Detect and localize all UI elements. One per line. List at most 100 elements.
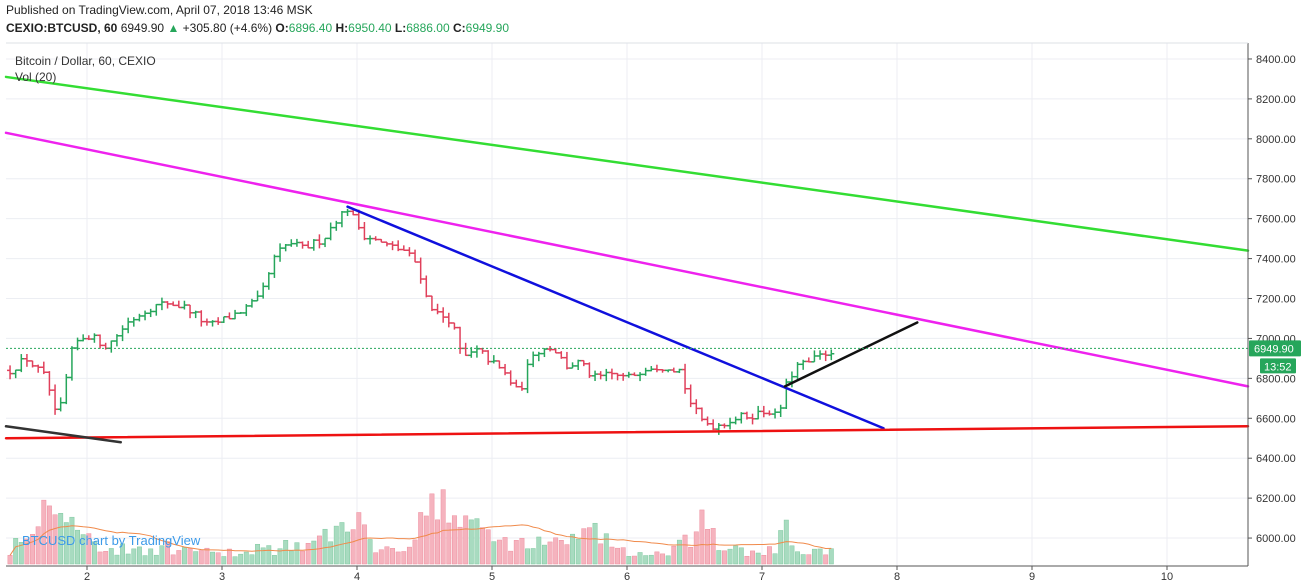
chart-grid bbox=[6, 43, 1248, 566]
volume-bar bbox=[114, 554, 120, 565]
time-tick-label: 2 bbox=[84, 571, 90, 583]
volume-bar bbox=[620, 547, 626, 565]
volume-bar bbox=[570, 533, 575, 565]
volume-bar bbox=[721, 550, 727, 565]
volume-bar bbox=[350, 529, 356, 565]
price-tick-label: 6800.00 bbox=[1256, 373, 1296, 385]
volume-bar bbox=[249, 554, 255, 565]
volume-bar bbox=[671, 545, 677, 565]
volume-bar bbox=[412, 539, 418, 565]
low-label: L: bbox=[394, 21, 407, 35]
time-tick-label: 3 bbox=[219, 571, 225, 583]
time-tick-label: 8 bbox=[894, 571, 900, 583]
volume-bar bbox=[18, 542, 24, 565]
volume-bar bbox=[811, 548, 817, 565]
volume-bar bbox=[440, 489, 446, 565]
symbol-label: CEXIO:BTCUSD, 60 bbox=[6, 21, 118, 35]
watermark: BTCUSD chart by TradingView bbox=[22, 533, 201, 548]
volume-bar bbox=[676, 539, 682, 565]
price-tick-label: 7600.00 bbox=[1256, 214, 1296, 226]
volume-bar bbox=[305, 543, 311, 565]
volume-bar bbox=[7, 555, 13, 565]
last-price: 6949.90 bbox=[120, 21, 165, 35]
volume-bar bbox=[530, 548, 536, 565]
volume-bar bbox=[761, 555, 767, 565]
volume-bar bbox=[108, 548, 114, 565]
last-price-tag-box bbox=[1249, 340, 1301, 357]
volume-bar bbox=[744, 555, 750, 565]
volume-bar bbox=[266, 545, 272, 565]
volume-bar bbox=[778, 530, 784, 565]
volume-bar bbox=[159, 545, 165, 565]
price-tick-label: 8400.00 bbox=[1256, 54, 1296, 66]
volume-bar bbox=[795, 551, 800, 565]
volume-bar bbox=[688, 547, 694, 565]
volume-bar bbox=[660, 553, 665, 565]
volume-bar bbox=[626, 556, 632, 565]
volume-bar bbox=[446, 522, 452, 565]
volume-bar bbox=[828, 548, 834, 565]
volume-bar bbox=[508, 550, 514, 565]
volume-bar bbox=[384, 546, 390, 565]
chart-axes: 8400.00 8200.00 8000.00 7800.00 7600.00 7400.… bbox=[6, 42, 1296, 583]
volume-bar bbox=[176, 550, 182, 565]
volume-bar bbox=[491, 541, 497, 565]
volume-bar bbox=[519, 537, 525, 565]
volume-bar bbox=[406, 546, 412, 565]
volume-bar bbox=[187, 548, 193, 565]
close-value: 6949.90 bbox=[465, 21, 510, 35]
volume-bar bbox=[451, 515, 457, 565]
volume-bar bbox=[204, 547, 210, 565]
volume-bar bbox=[30, 534, 36, 565]
volume-bar bbox=[181, 547, 187, 565]
volume-bar bbox=[699, 509, 705, 565]
volume-bar bbox=[69, 516, 75, 565]
volume-bar bbox=[125, 553, 131, 565]
volume-bar bbox=[103, 551, 109, 565]
time-tick-label: 9 bbox=[1029, 571, 1035, 583]
volume-bar bbox=[226, 548, 232, 565]
volume-label: Vol (20) bbox=[15, 70, 56, 84]
volume-bar bbox=[525, 548, 530, 565]
volume-bar bbox=[547, 541, 553, 565]
volume-bar bbox=[378, 549, 384, 565]
volume-bar bbox=[693, 531, 699, 565]
volume-bar bbox=[46, 505, 52, 565]
volume-bar bbox=[142, 555, 148, 565]
volume-bar bbox=[322, 528, 328, 565]
volume-bar bbox=[356, 512, 362, 565]
countdown-tag-box bbox=[1260, 358, 1296, 374]
volume-bar bbox=[553, 537, 559, 565]
price-tags: 6949.90 13:52 bbox=[1249, 340, 1301, 374]
volume-bar bbox=[598, 543, 604, 565]
volume-bar bbox=[80, 534, 86, 565]
volume-bar bbox=[727, 548, 733, 565]
volume-bar bbox=[395, 551, 401, 565]
volume-bar bbox=[367, 539, 373, 565]
volume-bar bbox=[789, 545, 795, 565]
volume-bar bbox=[654, 551, 660, 565]
volume-bar bbox=[294, 542, 300, 565]
volume-bar bbox=[153, 554, 159, 565]
volume-bar bbox=[277, 548, 283, 565]
symbol-quote-bar: CEXIO:BTCUSD, 60 6949.90 ▲ +305.80 (+4.6… bbox=[6, 21, 509, 35]
volume-bar bbox=[480, 527, 486, 565]
volume-bar bbox=[457, 526, 463, 565]
volume-bar bbox=[120, 543, 125, 565]
time-tick-label: 7 bbox=[759, 571, 765, 583]
volume-bar bbox=[390, 548, 396, 565]
volume-bar bbox=[637, 552, 643, 565]
price-tick-label: 6200.00 bbox=[1256, 493, 1296, 505]
volume-bar bbox=[215, 552, 221, 565]
green-channel-top-line bbox=[4, 75, 1250, 252]
volume-bar bbox=[429, 493, 435, 565]
volume-bar bbox=[705, 529, 710, 565]
volume-bar bbox=[463, 515, 469, 565]
red-support-line bbox=[4, 425, 1250, 440]
price-tick-label: 7400.00 bbox=[1256, 254, 1296, 266]
volume-bar bbox=[136, 546, 142, 565]
volume-bar bbox=[710, 528, 716, 565]
volume-bar bbox=[300, 550, 306, 565]
volume-bar bbox=[823, 554, 829, 565]
